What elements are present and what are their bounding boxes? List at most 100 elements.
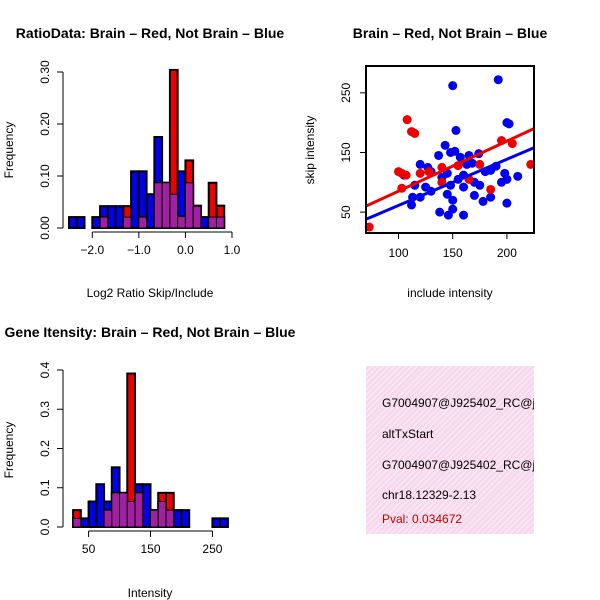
bar-not-brain xyxy=(211,517,222,528)
point-not-brain xyxy=(513,171,523,181)
point-not-brain xyxy=(459,210,469,220)
chart-title: RatioData: Brain – Red, Not Brain – Blue xyxy=(16,25,285,41)
info-panel: G7004907@J925402_RC@j_at altTxStart G700… xyxy=(366,366,534,534)
point-not-brain xyxy=(407,200,417,210)
chart-title: Gene Itensity: Brain – Red, Not Brain – … xyxy=(5,324,296,340)
point-not-brain xyxy=(435,207,445,217)
bar-overlap xyxy=(157,500,167,528)
fit-line-brain xyxy=(366,127,534,208)
chart-title: Brain – Red, Not Brain – Blue xyxy=(353,25,548,41)
x-tick-label: 250 xyxy=(202,542,222,556)
pval-label: Pval: 0.034672 xyxy=(382,512,463,526)
bar-overlap xyxy=(208,216,217,229)
gene-id-repeat-label: G7004907@J925402_RC@j_at xyxy=(382,458,534,472)
point-not-brain xyxy=(459,182,469,192)
point-brain xyxy=(401,170,411,180)
x-tick-label: 100 xyxy=(389,246,409,260)
point-not-brain xyxy=(415,159,425,169)
bar-overlap xyxy=(153,182,163,229)
point-brain xyxy=(415,168,425,178)
bar-not-brain xyxy=(172,509,183,528)
y-tick-label: 0.0 xyxy=(38,518,52,535)
ratio-histogram-panel: RatioData: Brain – Red, Not Brain – Blue… xyxy=(2,25,284,300)
fit-line-not-brain xyxy=(366,146,534,221)
y-tick-label: 50 xyxy=(339,205,353,219)
x-tick-label: 1.0 xyxy=(224,243,241,257)
bar-not-brain xyxy=(79,517,90,528)
x-tick-label: 0.0 xyxy=(177,243,194,257)
point-brain xyxy=(526,159,536,169)
point-not-brain xyxy=(451,125,461,135)
bar-overlap xyxy=(122,216,132,229)
bar-overlap xyxy=(165,509,175,528)
bar-overlap xyxy=(169,193,179,229)
x-tick-label: 150 xyxy=(140,542,160,556)
y-tick-label: 0.00 xyxy=(38,216,52,240)
bar-not-brain xyxy=(219,517,229,528)
plot-frame xyxy=(365,65,535,234)
bar-overlap xyxy=(111,492,121,528)
gene-intensity-histogram-panel: Gene Itensity: Brain – Red, Not Brain – … xyxy=(2,324,296,600)
bar-overlap xyxy=(119,492,128,528)
bar-overlap xyxy=(184,182,194,229)
point-not-brain xyxy=(475,180,485,190)
bar-overlap xyxy=(177,216,186,229)
x-axis-label: Intensity xyxy=(128,586,173,600)
y-tick-label: 0.30 xyxy=(38,60,52,84)
bar-overlap xyxy=(138,216,148,229)
point-not-brain xyxy=(504,119,514,129)
bar-overlap xyxy=(72,517,82,528)
y-axis-label: skip intensity xyxy=(303,116,317,185)
bar-overlap xyxy=(134,492,144,528)
y-tick-label: 0.4 xyxy=(38,361,52,378)
bar-not-brain xyxy=(91,216,102,230)
bar-overlap xyxy=(161,182,171,229)
event-type-label: altTxStart xyxy=(382,427,434,441)
bar-overlap xyxy=(126,500,136,528)
bar-overlap xyxy=(150,509,159,528)
point-brain xyxy=(410,128,420,138)
point-not-brain xyxy=(496,177,506,187)
location-label: chr18.12329-2.13 xyxy=(382,488,477,502)
point-not-brain xyxy=(434,150,444,160)
point-not-brain xyxy=(455,152,465,162)
point-not-brain xyxy=(502,198,512,208)
point-not-brain xyxy=(478,196,488,206)
bar-overlap xyxy=(103,509,113,528)
bar-not-brain xyxy=(75,216,86,230)
x-axis-label: include intensity xyxy=(407,286,492,300)
bar-not-brain xyxy=(199,216,210,230)
bar-not-brain xyxy=(180,509,191,528)
point-brain xyxy=(486,184,496,194)
bar-not-brain xyxy=(106,205,117,230)
point-not-brain xyxy=(440,140,450,150)
y-tick-label: 0.2 xyxy=(38,440,52,457)
x-tick-label: 50 xyxy=(82,542,96,556)
point-not-brain xyxy=(448,195,458,205)
point-brain xyxy=(424,167,434,177)
x-axis-label: Log2 Ratio Skip/Include xyxy=(87,286,214,300)
intensity-scatter-panel: Brain – Red, Not Brain – Blue include int… xyxy=(303,25,547,300)
bar-not-brain xyxy=(68,216,78,230)
x-tick-label: −1.0 xyxy=(127,243,151,257)
point-not-brain xyxy=(467,158,477,168)
point-brain xyxy=(364,222,374,232)
x-tick-label: 150 xyxy=(443,246,463,260)
y-axis-label: Frequency xyxy=(2,422,16,479)
y-tick-label: 0.20 xyxy=(38,112,52,136)
point-not-brain xyxy=(486,192,496,202)
bar-overlap xyxy=(192,205,202,229)
x-tick-label: −2.0 xyxy=(80,243,104,257)
y-tick-label: 0.3 xyxy=(38,401,52,418)
bar-not-brain xyxy=(130,170,140,230)
bar-not-brain xyxy=(95,483,106,528)
y-tick-label: 0.1 xyxy=(38,479,52,496)
point-brain xyxy=(475,159,485,169)
point-not-brain xyxy=(443,210,453,220)
bar-overlap xyxy=(99,216,109,229)
y-tick-label: 0.10 xyxy=(38,164,52,188)
bar-overlap xyxy=(215,216,225,229)
y-tick-label: 150 xyxy=(339,142,353,162)
x-tick-label: 200 xyxy=(497,246,517,260)
